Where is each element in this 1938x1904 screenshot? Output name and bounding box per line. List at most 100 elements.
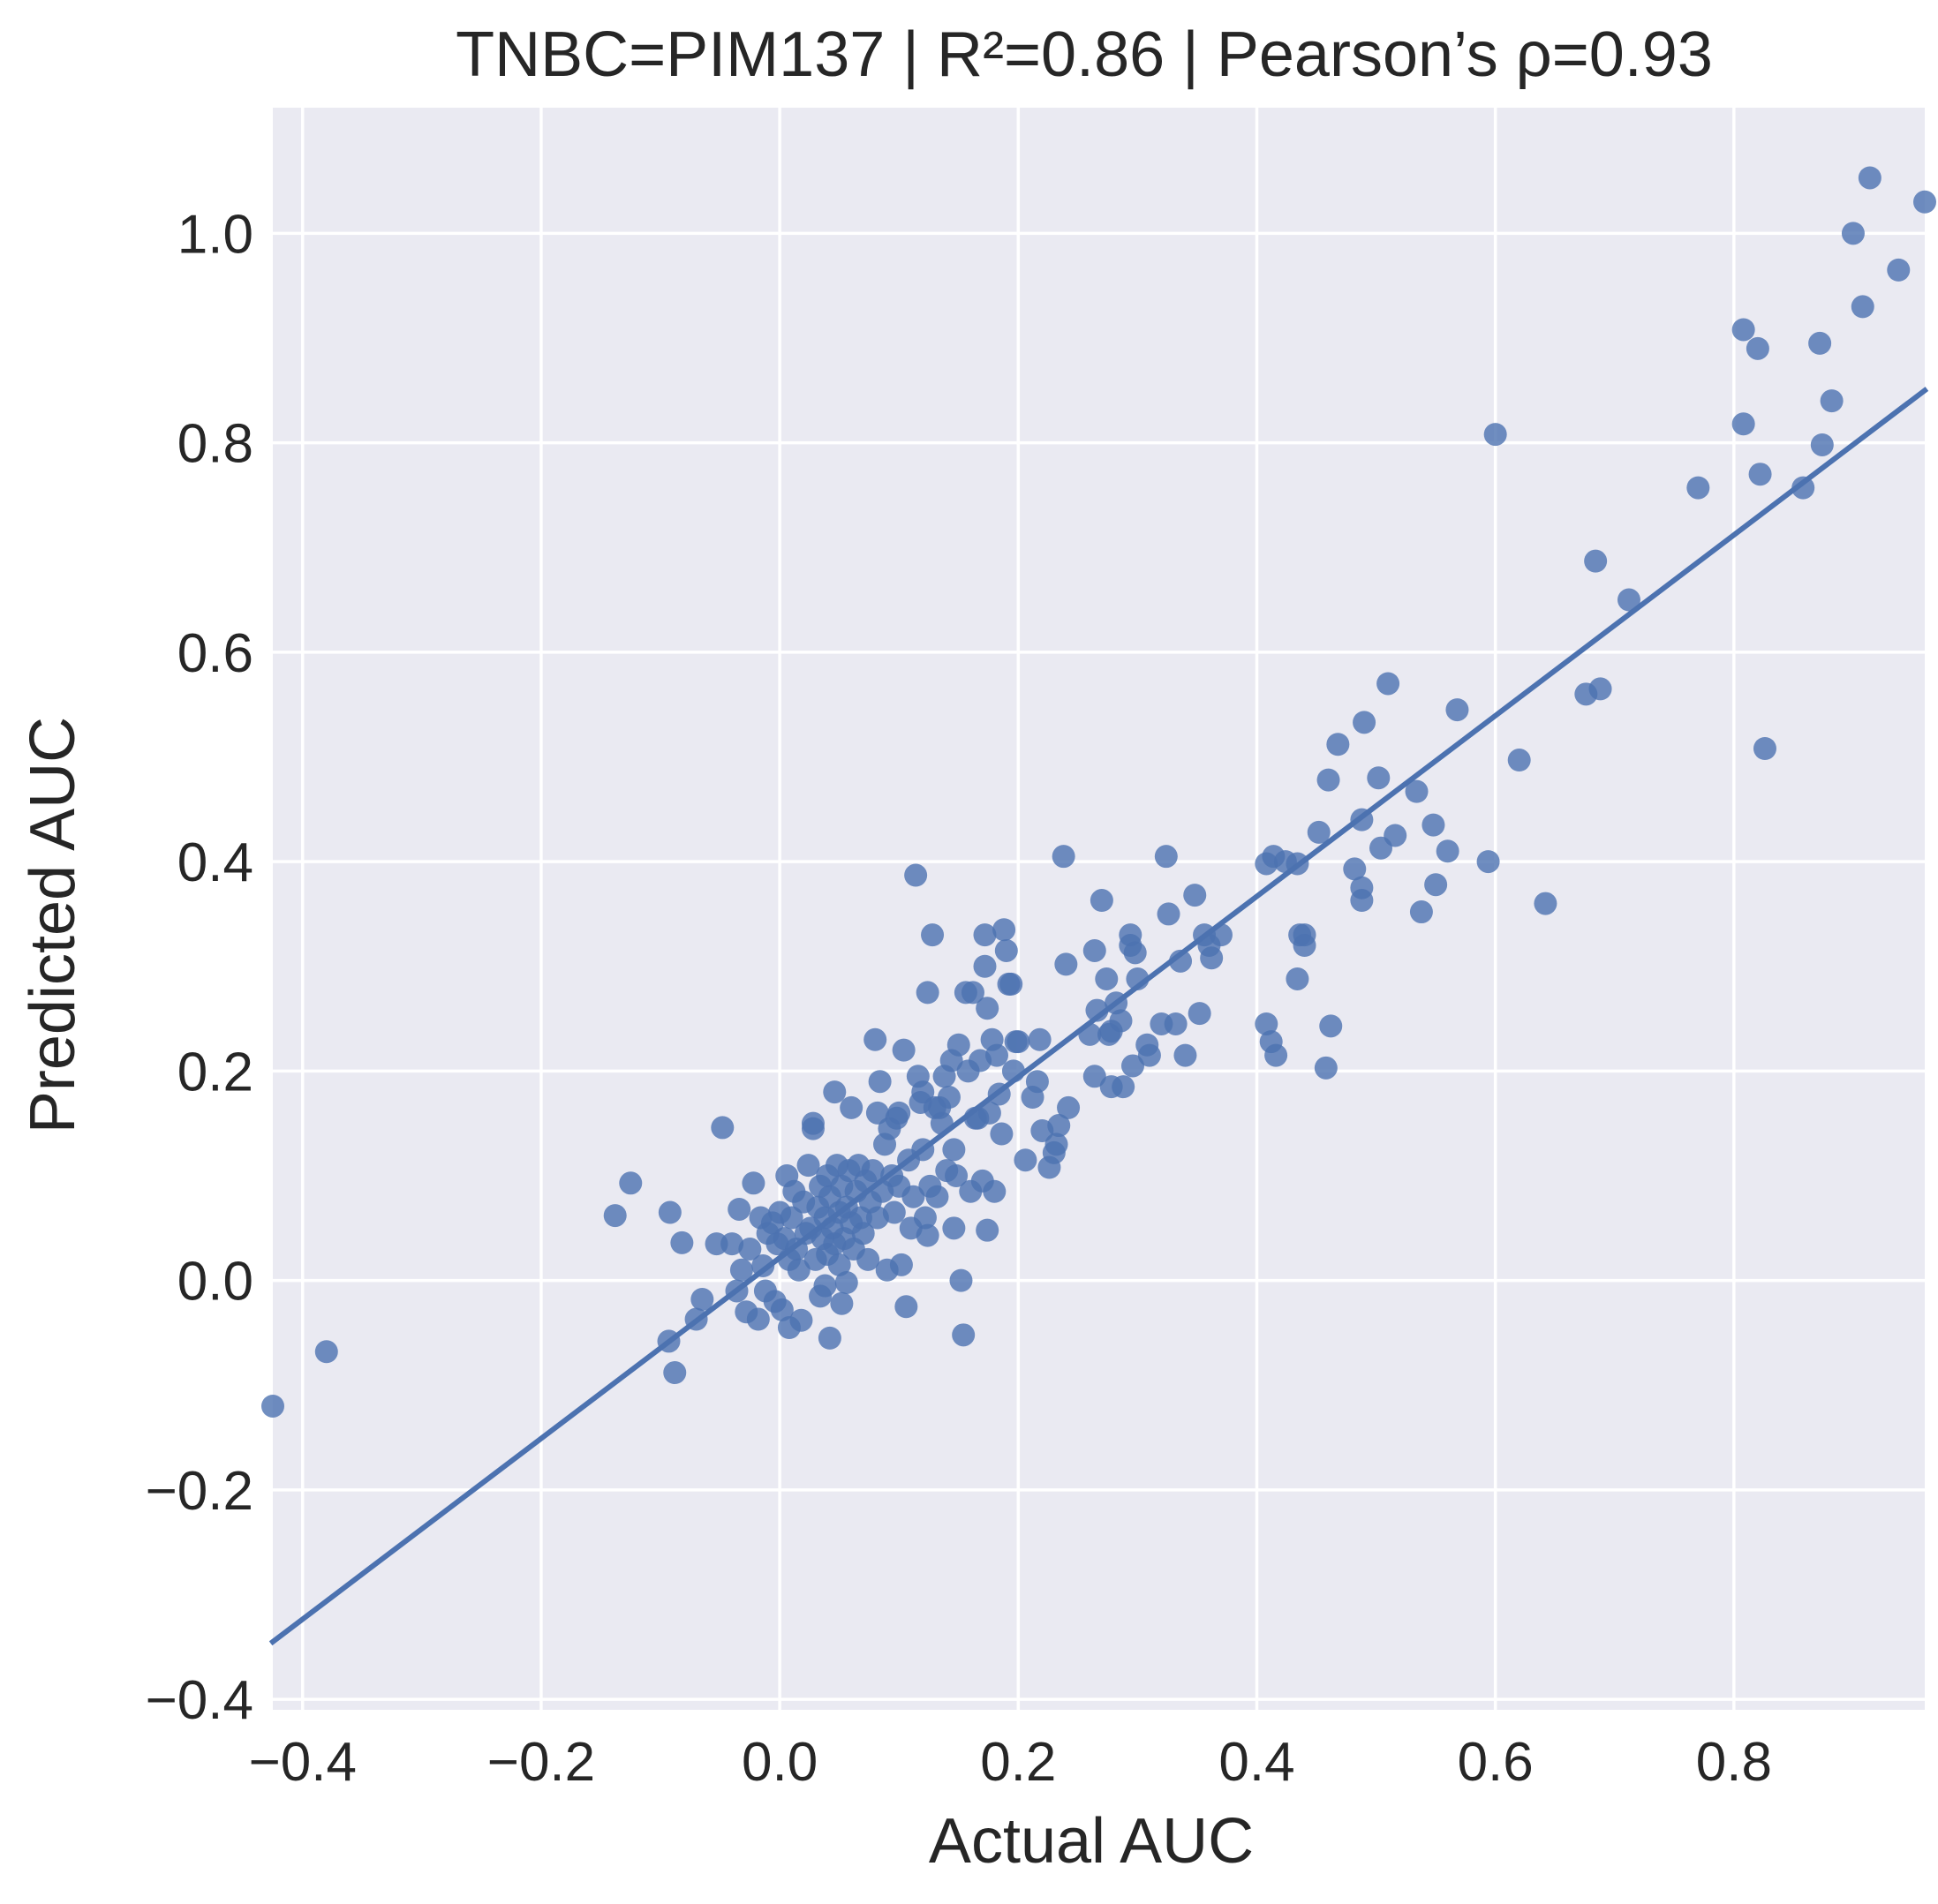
data-point bbox=[1436, 839, 1459, 863]
data-point bbox=[840, 1095, 863, 1119]
data-point bbox=[780, 1206, 803, 1230]
data-point bbox=[1164, 1012, 1188, 1035]
data-point bbox=[1326, 733, 1350, 756]
data-point bbox=[1183, 884, 1207, 907]
data-point bbox=[1851, 295, 1874, 319]
data-point bbox=[742, 1171, 765, 1195]
data-point bbox=[789, 1308, 813, 1332]
data-point bbox=[813, 1274, 837, 1298]
data-point bbox=[1057, 1095, 1081, 1119]
data-point bbox=[1731, 412, 1755, 436]
x-tick-label: 0.6 bbox=[1458, 1732, 1534, 1793]
data-point bbox=[1319, 1014, 1343, 1038]
data-point bbox=[984, 1043, 1008, 1067]
data-point bbox=[1507, 749, 1531, 772]
data-point bbox=[889, 1253, 913, 1276]
data-point bbox=[1109, 1009, 1133, 1033]
data-point bbox=[1095, 967, 1119, 990]
data-point bbox=[1028, 1027, 1052, 1051]
data-point bbox=[1534, 892, 1557, 915]
data-point bbox=[1483, 423, 1507, 447]
data-point bbox=[1112, 1075, 1135, 1099]
data-point bbox=[1913, 190, 1936, 214]
data-point bbox=[1476, 850, 1500, 874]
data-point bbox=[1820, 389, 1844, 413]
data-point bbox=[961, 981, 984, 1005]
data-point bbox=[1052, 845, 1075, 869]
y-tick-label: 0.6 bbox=[177, 623, 253, 684]
data-point bbox=[887, 1101, 911, 1125]
data-point bbox=[787, 1258, 811, 1282]
data-point bbox=[1376, 672, 1400, 696]
data-point bbox=[670, 1230, 694, 1254]
data-point bbox=[952, 1323, 976, 1347]
data-point bbox=[1350, 889, 1374, 913]
data-point bbox=[1367, 766, 1391, 790]
data-point bbox=[1343, 857, 1367, 881]
data-point bbox=[1255, 1012, 1278, 1035]
data-point bbox=[1753, 737, 1776, 760]
data-point bbox=[882, 1200, 906, 1224]
data-point bbox=[746, 1307, 770, 1331]
data-point bbox=[314, 1340, 338, 1364]
data-point bbox=[1808, 331, 1832, 355]
data-point bbox=[690, 1287, 714, 1311]
data-point bbox=[865, 1101, 889, 1125]
x-axis-label: Actual AUC bbox=[929, 1806, 1254, 1877]
data-point bbox=[619, 1171, 643, 1195]
data-point bbox=[992, 918, 1016, 942]
data-point bbox=[949, 1268, 973, 1292]
data-point bbox=[1617, 588, 1640, 612]
data-point bbox=[770, 1298, 794, 1321]
data-point bbox=[1200, 946, 1224, 970]
data-point bbox=[728, 1197, 751, 1221]
data-point bbox=[823, 1080, 847, 1104]
data-point bbox=[1047, 1114, 1071, 1138]
y-tick-label: 0.8 bbox=[177, 414, 253, 475]
data-point bbox=[1044, 1133, 1068, 1156]
data-point bbox=[1588, 677, 1612, 701]
data-point bbox=[830, 1291, 854, 1315]
data-point bbox=[1121, 1054, 1145, 1078]
x-tick-labels: −0.4 −0.2 0.0 0.2 0.4 0.6 0.8 bbox=[249, 1732, 1772, 1793]
data-point bbox=[818, 1326, 841, 1350]
data-point bbox=[1307, 820, 1331, 844]
data-point bbox=[1686, 476, 1710, 500]
data-point bbox=[973, 923, 997, 947]
y-axis-label: Predicted AUC bbox=[18, 717, 88, 1133]
data-point bbox=[1154, 845, 1178, 869]
data-point bbox=[1082, 938, 1106, 962]
data-point bbox=[892, 1038, 916, 1062]
data-point bbox=[976, 1218, 999, 1242]
chart-title: TNBC=PIM137 | R²=0.86 | Pearson’s ρ=0.93 bbox=[456, 19, 1713, 90]
data-point bbox=[1025, 1070, 1049, 1094]
y-tick-labels: −0.4 −0.2 0.0 0.2 0.4 0.6 0.8 1.0 bbox=[146, 204, 253, 1731]
data-point bbox=[1445, 698, 1469, 722]
data-point bbox=[942, 1216, 966, 1240]
data-point bbox=[1264, 1043, 1288, 1067]
data-point bbox=[1082, 1065, 1106, 1088]
data-point bbox=[834, 1271, 858, 1294]
data-point bbox=[796, 1154, 820, 1178]
data-point bbox=[1353, 711, 1376, 734]
x-tick-label: −0.4 bbox=[249, 1732, 357, 1793]
data-point bbox=[916, 981, 939, 1005]
x-tick-label: −0.2 bbox=[487, 1732, 595, 1793]
y-tick-label: 0.2 bbox=[177, 1042, 253, 1103]
data-point bbox=[999, 972, 1023, 996]
data-point bbox=[913, 1206, 937, 1230]
data-point bbox=[990, 1122, 1014, 1146]
data-point bbox=[738, 1238, 762, 1261]
data-points bbox=[261, 166, 1936, 1418]
data-point bbox=[729, 1258, 753, 1282]
data-point bbox=[711, 1116, 735, 1140]
data-point bbox=[863, 1027, 887, 1051]
data-point bbox=[1090, 889, 1113, 913]
data-point bbox=[1887, 258, 1911, 282]
regression-line bbox=[268, 387, 1929, 1646]
data-point bbox=[1316, 768, 1340, 792]
data-point bbox=[1286, 967, 1309, 990]
data-point bbox=[1014, 1148, 1037, 1172]
